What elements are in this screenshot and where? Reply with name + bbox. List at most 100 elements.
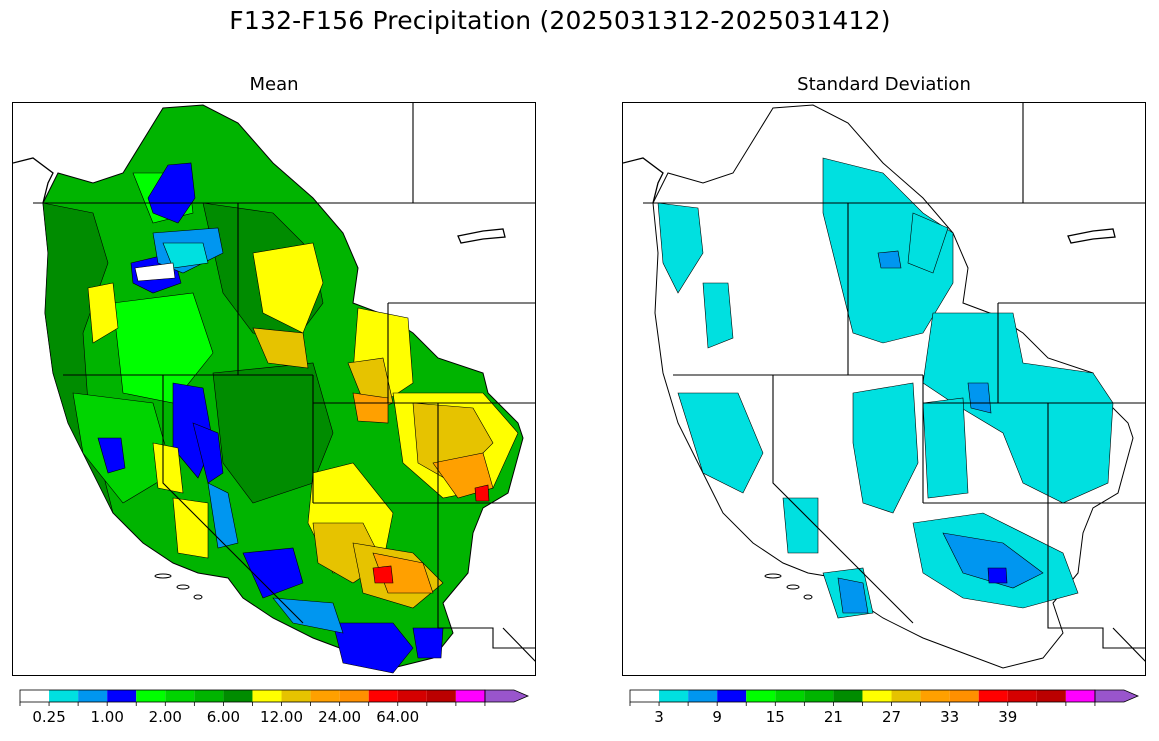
mean-map <box>12 102 536 676</box>
stddev-region-cyan-ca2 <box>782 497 819 554</box>
mean-lake <box>457 228 506 244</box>
stddev-map-canvas <box>623 103 1145 669</box>
stddev-region-cyan-or <box>702 282 734 349</box>
mean-colorbar-color-swatch <box>310 690 340 702</box>
mean-colorbar-color-swatch <box>455 690 485 702</box>
stddev-colorbar-canvas: 3 9 15 21 27 33 39 <box>629 689 1140 726</box>
stddev-colorbar-color-swatch <box>920 690 950 702</box>
stddev-colorbar-color-swatch <box>891 690 921 702</box>
stddev-region-cyan-coast <box>657 202 704 294</box>
mean-islands <box>154 573 203 600</box>
stddev-colorbar-color-swatch <box>804 690 834 702</box>
mean-colorbar-color-swatch <box>397 690 427 702</box>
mean-colorbar-extend-arrow <box>484 689 530 703</box>
mean-map-canvas <box>13 103 535 674</box>
stddev-region-lightblue-3 <box>877 250 902 269</box>
mean-colorbar-color-swatch <box>339 690 369 702</box>
stddev-lake <box>1067 228 1116 244</box>
mean-colorbar-color-swatch <box>165 690 195 702</box>
mean-colorbar-color-swatch <box>426 690 456 702</box>
mean-colorbar-color-swatch <box>107 690 137 702</box>
figure-title: F132-F156 Precipitation (2025031312-2025… <box>229 6 891 35</box>
stddev-colorbar-color-swatch <box>978 690 1008 702</box>
stddev-colorbar-tick-label: 39 <box>998 708 1017 726</box>
mean-state-boundaries <box>33 103 535 662</box>
mean-colorbar-canvas: 0.25 1.00 2.00 6.00 12.00 24.00 64.00 <box>19 689 530 726</box>
stddev-map <box>622 102 1146 676</box>
stddev-colorbar-tick-label: 21 <box>824 708 843 726</box>
mean-region-blue-az2 <box>412 627 444 659</box>
stddev-colorbar: 3 9 15 21 27 33 39 <box>629 688 1142 732</box>
stddev-islands <box>764 573 813 600</box>
mean-colorbar-color-swatch <box>281 690 311 702</box>
stddev-colorbar-color-swatch <box>862 690 892 702</box>
mean-panel-title: Mean <box>249 74 299 95</box>
stddev-colorbar-extend-arrow <box>1094 689 1140 703</box>
mean-colorbar-color-swatch <box>49 690 79 702</box>
mean-region-yellow-idaho <box>252 242 324 334</box>
stddev-colorbar-tick-label: 33 <box>940 708 959 726</box>
mean-colorbar-tick-label: 2.00 <box>149 708 182 726</box>
mean-region-yellow-ca-2 <box>172 497 209 559</box>
mean-colorbar-tick-label: 0.25 <box>32 708 65 726</box>
stddev-colorbar-color-swatch <box>833 690 863 702</box>
stddev-colorbar-color-swatch <box>1007 690 1037 702</box>
mean-region-red-2 <box>372 565 394 584</box>
stddev-region-blue-1 <box>987 567 1008 584</box>
stddev-region-lightblue-1 <box>942 532 1044 589</box>
stddev-state-boundaries <box>643 103 1145 662</box>
stddev-region-cyan-north <box>822 157 954 344</box>
mean-region-blue-az <box>332 622 414 674</box>
mean-region-coast <box>42 202 114 514</box>
mean-colorbar-tick-label: 12.00 <box>260 708 303 726</box>
mean-colorbar-tick-label: 24.00 <box>318 708 361 726</box>
stddev-colorbar-tick-label: 27 <box>882 708 901 726</box>
mean-colorbar: 0.25 1.00 2.00 6.00 12.00 24.00 64.00 <box>19 688 532 732</box>
stddev-region-lightblue-4 <box>967 382 992 414</box>
mean-coastline <box>13 157 54 204</box>
mean-colorbar-color-swatch <box>78 690 108 702</box>
stddev-region-lightblue-2 <box>837 577 869 614</box>
mean-region-orange-2 <box>432 452 494 499</box>
stddev-region-cyan-nv <box>922 397 969 499</box>
stddev-colorbar-color-swatch <box>688 690 718 702</box>
mean-colorbar-tick-label: 1.00 <box>90 708 123 726</box>
stddev-coastline <box>623 157 664 204</box>
stddev-colorbar-tick-label: 9 <box>712 708 722 726</box>
stddev-colorbar-tick-label: 3 <box>654 708 664 726</box>
mean-region-cyan-1 <box>162 242 209 269</box>
stddev-region-cyan-basin <box>852 382 919 514</box>
mean-colorbar-tick-label: 64.00 <box>376 708 419 726</box>
mean-region-blue-north <box>147 162 196 224</box>
mean-region-lightblue-3 <box>272 597 344 634</box>
stddev-colorbar-color-swatch <box>659 690 689 702</box>
mean-colorbar-color-swatch <box>252 690 282 702</box>
mean-region-lightblue-2 <box>207 482 239 549</box>
mean-region-white-1 <box>134 262 176 282</box>
stddev-colorbar-color-swatch <box>1036 690 1066 702</box>
stddev-colorbar-color-swatch <box>717 690 747 702</box>
mean-region-red-1 <box>474 484 490 502</box>
mean-colorbar-color-swatch <box>368 690 398 702</box>
mean-region-gold-id <box>252 327 309 369</box>
stddev-region-cyan-ca <box>677 392 764 494</box>
stddev-colorbar-color-swatch <box>949 690 979 702</box>
stddev-colorbar-color-swatch <box>775 690 805 702</box>
mean-region-blue-coast <box>97 437 126 474</box>
stddev-colorbar-tick-label: 15 <box>766 708 785 726</box>
mean-colorbar-color-swatch <box>194 690 224 702</box>
stddev-colorbar-color-swatch <box>630 690 660 702</box>
mean-colorbar-color-swatch <box>136 690 166 702</box>
mean-region-bright-2 <box>72 392 174 504</box>
mean-region-blue-south <box>242 547 304 599</box>
mean-colorbar-tick-label: 6.00 <box>207 708 240 726</box>
stddev-panel-title: Standard Deviation <box>797 74 971 95</box>
mean-region-yellow-ca-1 <box>152 442 184 494</box>
stddev-colorbar-color-swatch <box>746 690 776 702</box>
mean-region-blue-sierra2 <box>192 422 224 484</box>
stddev-colorbar-color-swatch <box>1065 690 1095 702</box>
mean-region-yellow-oregon <box>87 282 119 344</box>
stddev-region-cyan-nw <box>907 212 949 274</box>
mean-colorbar-color-swatch <box>20 690 50 702</box>
mean-region-orange-1 <box>352 392 389 424</box>
